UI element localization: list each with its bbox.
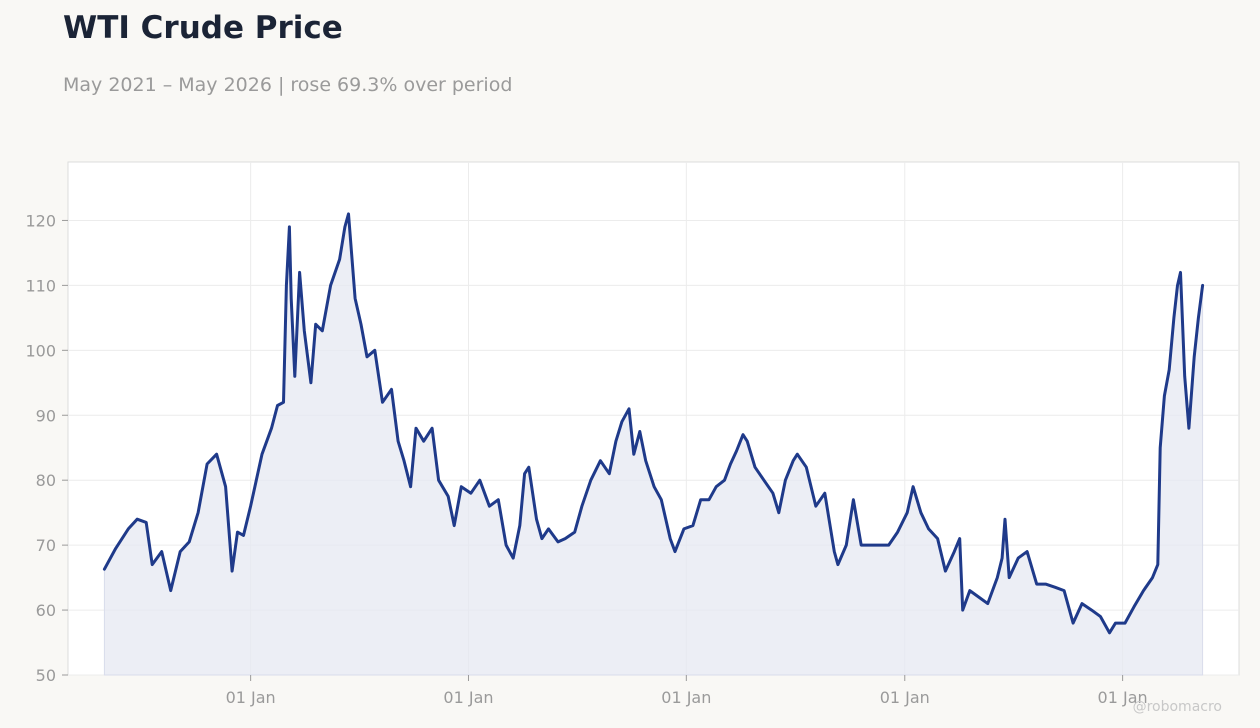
y-tick-label: 110: [25, 276, 56, 295]
y-tick-label: 60: [36, 601, 56, 620]
y-tick-label: 120: [25, 211, 56, 230]
chart-title: WTI Crude Price: [63, 10, 343, 46]
x-axis: 01 Jan 01 Jan 01 Jan 01 Jan 01 Jan: [226, 675, 1148, 707]
x-tick-label: 01 Jan: [880, 688, 930, 707]
y-tick-label: 50: [36, 666, 56, 685]
chart-subtitle: May 2021 – May 2026 | rose 69.3% over pe…: [63, 74, 513, 96]
watermark: @robomacro: [1132, 699, 1222, 715]
x-tick-label: 01 Jan: [443, 688, 493, 707]
y-tick-label: 90: [36, 406, 56, 425]
y-tick-label: 100: [25, 341, 56, 360]
price-line: [102, 212, 1205, 635]
x-tick-label: 01 Jan: [661, 688, 711, 707]
y-tick-label: 80: [36, 471, 56, 490]
y-axis: 50 60 70 80 90 100 110 120: [25, 211, 68, 685]
y-tick-label: 70: [36, 536, 56, 555]
x-tick-label: 01 Jan: [226, 688, 276, 707]
x-tick-label: 01 Jan: [1098, 688, 1148, 707]
